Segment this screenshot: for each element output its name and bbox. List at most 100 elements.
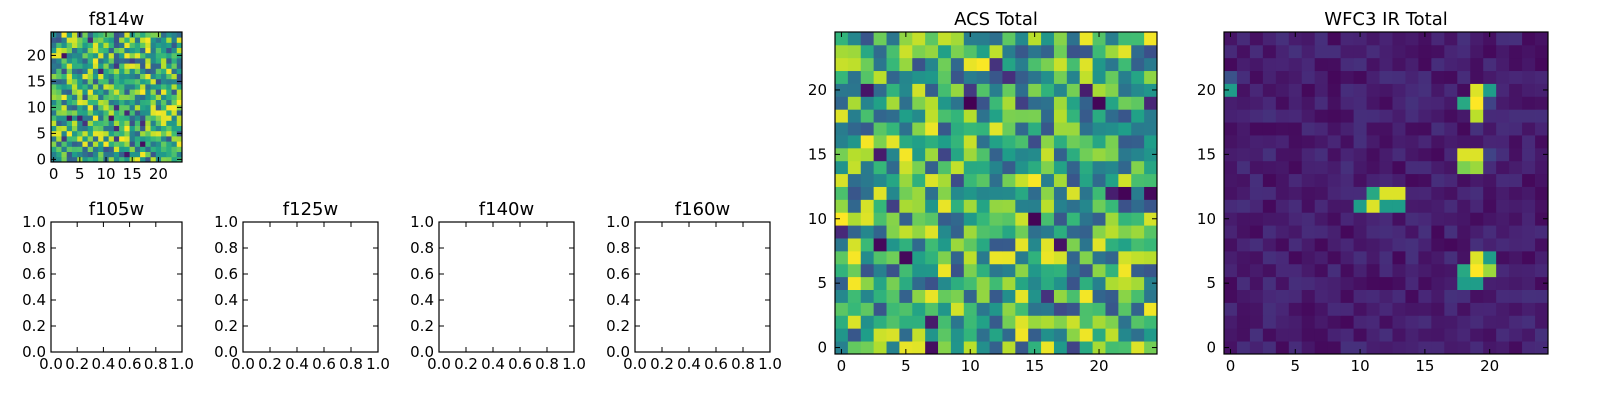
heatmap-cell [82, 42, 89, 48]
heatmap-cell [71, 63, 78, 69]
heatmap-cell [1092, 315, 1106, 329]
heatmap-cell [103, 130, 110, 137]
heatmap-cell [1431, 225, 1445, 239]
heatmap-cell [166, 136, 172, 142]
heatmap-cell [847, 109, 862, 123]
heatmap-cell [835, 44, 849, 59]
heatmap-cell [847, 70, 862, 84]
heatmap-cell [1431, 199, 1445, 213]
heatmap-cell [1392, 83, 1406, 97]
heatmap-cell [925, 225, 939, 239]
heatmap-cell [1535, 32, 1549, 46]
heatmap-cell [1431, 32, 1445, 46]
heatmap-cell [1301, 96, 1316, 110]
heatmap-cell [1092, 70, 1106, 84]
heatmap-cell [82, 84, 89, 90]
heatmap-cell [1002, 199, 1016, 213]
heatmap-cell [1340, 341, 1354, 355]
heatmap-cell [1053, 238, 1068, 252]
heatmap-cell [1301, 147, 1316, 162]
heatmap-cell [1301, 302, 1316, 316]
heatmap-cell [1275, 302, 1290, 316]
heatmap-cell [1002, 83, 1016, 97]
heatmap-cell [1379, 83, 1393, 97]
heatmap-cell [87, 151, 94, 158]
heatmap-cell [1301, 263, 1316, 278]
heatmap-cell [56, 125, 62, 132]
heatmap-cell [938, 122, 952, 136]
heatmap-cell [989, 328, 1003, 342]
heatmap-cell [835, 199, 849, 213]
heatmap-cell [113, 99, 120, 106]
heatmap-cell [129, 52, 136, 59]
heatmap-cell [145, 130, 151, 137]
heatmap-cell [938, 289, 952, 303]
heatmap-cell [1105, 225, 1119, 239]
heatmap-cell [1028, 315, 1042, 329]
heatmap-cell [1405, 96, 1419, 110]
heatmap-cell [1366, 109, 1380, 123]
heatmap-cell [989, 32, 1003, 46]
heatmap-cell [140, 37, 146, 43]
heatmap-cell [1457, 135, 1471, 149]
heatmap-cell [1079, 135, 1093, 149]
heatmap-cell [108, 146, 115, 152]
heatmap-cell [860, 186, 875, 200]
heatmap-cell [1470, 186, 1484, 200]
heatmap-cell [129, 84, 136, 90]
heatmap-cell [1314, 212, 1329, 226]
heatmap-cell [1288, 225, 1303, 239]
heatmap-cell [1431, 173, 1445, 187]
heatmap-cell [77, 125, 83, 132]
heatmap-cell [92, 37, 99, 43]
heatmap-cell [145, 141, 151, 147]
heatmap-cell [113, 120, 120, 126]
heatmap-cell [1457, 250, 1471, 265]
heatmap-cell [950, 238, 965, 252]
heatmap-cell [963, 83, 978, 97]
heatmap-cell [886, 57, 900, 72]
heatmap-cell [1275, 289, 1290, 303]
heatmap-cell [1236, 186, 1251, 200]
heatmap-cell [1262, 328, 1277, 342]
heatmap-cell [1301, 109, 1316, 123]
heatmap-cell [1131, 32, 1145, 46]
heatmap-cell [950, 160, 965, 175]
heatmap-cell [1431, 263, 1445, 278]
heatmap-cell [899, 173, 913, 187]
heatmap-cell [1015, 57, 1029, 72]
heatmap-cell [82, 156, 89, 163]
heatmap-cell [1092, 160, 1106, 175]
heatmap-cell [1066, 160, 1081, 175]
heatmap-cell [925, 263, 939, 278]
heatmap-cell [1392, 238, 1406, 252]
heatmap-cell [1131, 212, 1145, 226]
heatmap-cell [161, 136, 167, 142]
heatmap-cell [1496, 315, 1510, 329]
x-tick-label: 10 [96, 165, 115, 183]
heatmap-cell [61, 146, 68, 152]
heatmap-cell [912, 160, 926, 175]
heatmap-cell [61, 37, 68, 43]
heatmap-cell [1053, 147, 1068, 162]
heatmap-cell [1131, 186, 1145, 200]
heatmap-cell [1340, 315, 1354, 329]
heatmap-cell [145, 78, 151, 85]
heatmap-cell [176, 151, 183, 158]
heatmap-cell [1288, 238, 1303, 252]
heatmap-cell [1092, 341, 1106, 355]
heatmap-cell [835, 238, 849, 252]
heatmap-cell [1457, 57, 1471, 72]
heatmap-cell [1340, 32, 1354, 46]
heatmap-cell [71, 78, 78, 85]
heatmap-cell [1431, 328, 1445, 342]
heatmap-cell [82, 68, 89, 74]
heatmap-cell [1224, 276, 1238, 290]
heatmap-cell [976, 238, 990, 252]
heatmap-cell [1470, 57, 1484, 72]
heatmap-cell [886, 109, 900, 123]
heatmap-cell [1144, 109, 1158, 123]
heatmap-cell [1340, 122, 1354, 136]
heatmap-cell [113, 32, 120, 38]
heatmap-cell [1105, 250, 1119, 265]
